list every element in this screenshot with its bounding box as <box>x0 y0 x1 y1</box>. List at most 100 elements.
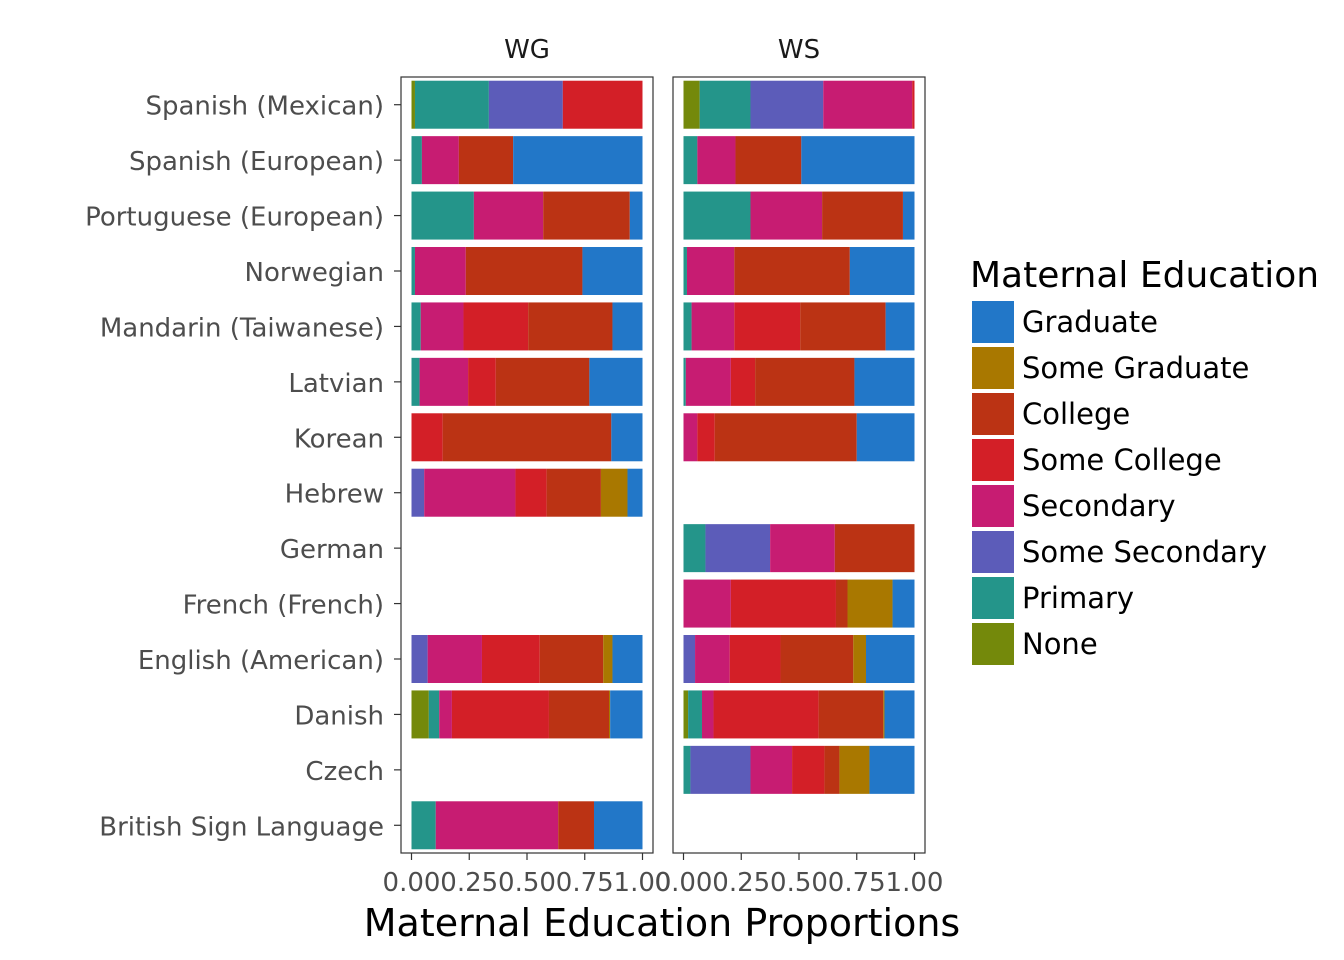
bar-segment-ws-spanish-european-primary <box>683 136 698 185</box>
y-tick-label-danish: Danish <box>294 701 384 731</box>
bar-segment-wg-spanish-european-secondary <box>421 136 459 185</box>
y-tick-label-korean: Korean <box>294 424 384 454</box>
bar-segment-wg-danish-secondary <box>439 690 452 739</box>
bar-segment-ws-danish-none <box>683 690 689 739</box>
y-tick-label-portuguese-european: Portuguese (European) <box>85 203 384 233</box>
x-tick-label-ws-0-75: 0.75 <box>828 868 886 898</box>
bar-segment-ws-czech-some-graduate <box>839 745 870 794</box>
bar-segment-wg-hebrew-some-graduate <box>600 468 628 517</box>
legend-key-some-secondary <box>972 531 1014 573</box>
bar-segment-ws-czech-college <box>824 745 840 794</box>
bar-segment-wg-english-american-college <box>539 635 604 683</box>
bar-segment-wg-korean-some-college <box>411 413 443 462</box>
bar-segment-ws-portuguese-european-graduate <box>902 191 915 240</box>
bar-segment-ws-mandarin-taiwanese-secondary <box>691 302 735 351</box>
legend-key-graduate <box>972 301 1014 343</box>
bar-segment-wg-mandarin-taiwanese-secondary <box>420 302 464 351</box>
bar-segment-ws-mandarin-taiwanese-graduate <box>885 302 915 351</box>
bar-segment-ws-german-college <box>834 524 915 573</box>
bar-segment-wg-danish-some-college <box>451 690 549 739</box>
x-axis-title: Maternal Education Proportions <box>364 901 960 945</box>
panel-strip-label-ws: WS <box>778 35 820 65</box>
legend-title: Maternal Education <box>970 255 1319 296</box>
bar-segment-wg-norwegian-primary <box>411 247 415 295</box>
bar-segment-ws-czech-graduate <box>869 745 915 794</box>
bar-segment-wg-norwegian-graduate <box>582 247 643 295</box>
bar-segment-wg-mandarin-taiwanese-college <box>528 302 613 351</box>
y-tick-label-hebrew: Hebrew <box>285 480 384 510</box>
bar-segment-ws-spanish-mexican-none <box>683 80 700 129</box>
bar-segment-ws-mandarin-taiwanese-some-college <box>734 302 801 351</box>
bar-segment-ws-korean-graduate <box>856 413 915 462</box>
legend-label-none: None <box>1022 627 1098 661</box>
x-tick-label-ws-0-25: 0.25 <box>712 868 770 898</box>
bar-segment-ws-english-american-some-secondary <box>683 635 696 683</box>
x-tick-label-wg-0-50: 0.50 <box>498 868 556 898</box>
bar-segment-ws-spanish-mexican-some-college <box>912 80 915 129</box>
bar-segment-ws-portuguese-european-secondary <box>750 191 823 240</box>
bar-segment-wg-danish-primary <box>428 690 440 739</box>
bar-segment-wg-mandarin-taiwanese-some-college <box>463 302 529 351</box>
bar-segment-ws-latvian-college <box>755 357 855 406</box>
bar-segment-ws-english-american-secondary <box>695 635 730 683</box>
y-tick-label-spanish-european: Spanish (European) <box>129 147 384 177</box>
bar-segment-wg-mandarin-taiwanese-primary <box>411 302 421 351</box>
x-tick-label-wg-1-00: 1.00 <box>614 868 672 898</box>
bar-segment-ws-german-primary <box>683 524 706 573</box>
legend-label-some-graduate: Some Graduate <box>1022 351 1249 385</box>
legend-key-college <box>972 393 1014 435</box>
bar-segment-ws-english-american-some-graduate <box>853 635 866 683</box>
bar-segment-wg-british-sign-language-graduate <box>593 801 643 850</box>
y-tick-label-mandarin-taiwanese: Mandarin (Taiwanese) <box>100 313 384 343</box>
bar-segment-wg-english-american-graduate <box>612 635 643 683</box>
legend-label-college: College <box>1022 397 1130 431</box>
bar-segment-ws-latvian-some-college <box>730 357 756 406</box>
legend-key-some-college <box>972 439 1014 481</box>
y-tick-label-czech: Czech <box>305 757 384 787</box>
bar-segment-ws-spanish-mexican-some-secondary <box>750 80 824 129</box>
x-tick-label-wg-0-25: 0.25 <box>440 868 498 898</box>
y-tick-label-british-sign-language: British Sign Language <box>99 812 384 842</box>
bar-segment-ws-korean-some-college <box>697 413 715 462</box>
bar-segment-wg-hebrew-some-college <box>515 468 547 517</box>
bar-segment-ws-czech-primary <box>683 745 691 794</box>
bar-segment-ws-danish-some-graduate <box>883 690 885 739</box>
bar-segment-wg-spanish-mexican-primary <box>414 80 489 129</box>
bar-segment-ws-french-french-secondary <box>683 579 731 628</box>
legend-key-primary <box>972 577 1014 619</box>
panel-strip-label-wg: WG <box>504 35 550 65</box>
legend-label-graduate: Graduate <box>1022 305 1158 339</box>
bar-segment-ws-german-secondary <box>770 524 835 573</box>
bar-segment-wg-spanish-european-graduate <box>513 136 643 185</box>
bar-segment-ws-czech-some-college <box>792 745 825 794</box>
bar-segment-wg-korean-college <box>442 413 612 462</box>
bar-segment-ws-latvian-graduate <box>854 357 915 406</box>
bar-segment-ws-danish-college <box>818 690 884 739</box>
bar-segment-ws-german-some-secondary <box>705 524 771 573</box>
bar-segment-ws-spanish-european-secondary <box>697 136 736 185</box>
bar-segment-wg-hebrew-college <box>546 468 601 517</box>
legend-label-primary: Primary <box>1022 581 1134 615</box>
bar-segment-ws-korean-college <box>714 413 857 462</box>
bar-segment-ws-czech-secondary <box>750 745 793 794</box>
x-tick-label-wg-0-00: 0.00 <box>383 868 441 898</box>
bar-segment-ws-mandarin-taiwanese-primary <box>683 302 692 351</box>
bar-segment-ws-norwegian-secondary <box>686 247 735 295</box>
legend-label-some-college: Some College <box>1022 443 1222 477</box>
bar-segment-ws-french-french-some-graduate <box>847 579 893 628</box>
bar-segment-wg-english-american-some-secondary <box>411 635 428 683</box>
bar-segment-ws-czech-some-secondary <box>690 745 751 794</box>
bar-segment-ws-spanish-european-college <box>735 136 802 185</box>
legend-label-secondary: Secondary <box>1022 489 1176 523</box>
bar-segment-ws-spanish-mexican-secondary <box>823 80 913 129</box>
bar-segment-wg-latvian-college <box>495 357 590 406</box>
bar-segment-ws-english-american-some-college <box>729 635 781 683</box>
bar-segment-wg-korean-graduate <box>611 413 643 462</box>
bar-segment-wg-spanish-european-college <box>458 136 514 185</box>
bar-segment-ws-french-french-college <box>835 579 848 628</box>
x-tick-label-ws-1-00: 1.00 <box>886 868 944 898</box>
bar-segment-ws-spanish-european-graduate <box>801 136 915 185</box>
x-tick-label-ws-0-50: 0.50 <box>770 868 828 898</box>
bar-segment-ws-latvian-secondary <box>685 357 731 406</box>
